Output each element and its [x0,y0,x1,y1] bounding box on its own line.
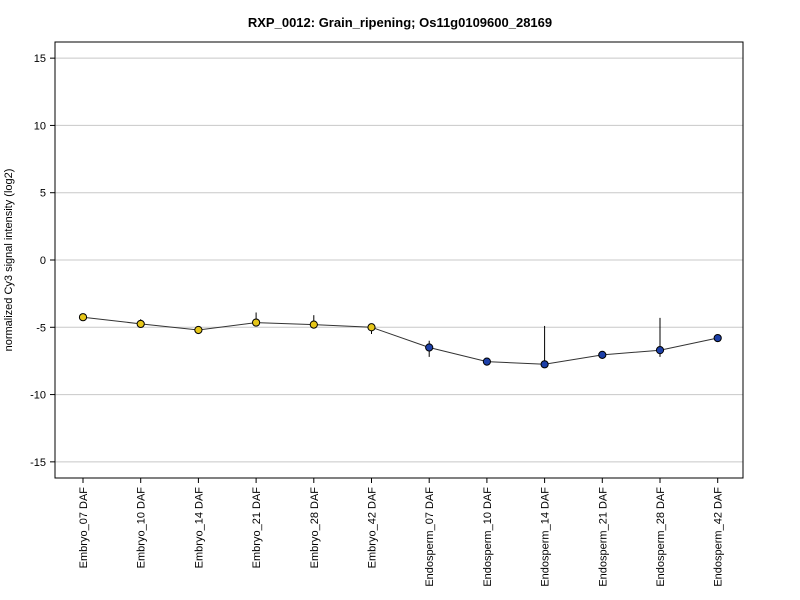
x-tick-label: Embryo_07 DAF [78,487,90,569]
x-tick-label: Embryo_42 DAF [367,487,379,569]
data-point [309,320,318,329]
data-point [655,346,665,355]
x-tick-label: Endosperm_10 DAF [482,487,494,587]
data-point [598,350,607,359]
data-point [367,323,376,332]
x-tick-label: Embryo_10 DAF [136,487,148,569]
x-tick-label: Endosperm_28 DAF [655,487,667,587]
data-point [252,318,261,327]
x-axis: Embryo_07 DAF Embryo_10 DAF Embryo_14 DAF E… [78,478,725,587]
data-point [194,325,203,335]
x-tick-label: Endosperm_21 DAF [597,487,609,587]
y-tick-label: 10 [34,120,46,132]
y-tick-label: -10 [30,390,46,402]
data-point [713,333,722,343]
chart-title: RXP_0012: Grain_ripening; Os11g0109600_2… [248,15,552,30]
y-tick-label: 0 [40,255,46,267]
y-axis: 15 10 5 0 -5 -10 -15 [30,53,55,469]
y-axis-label: normalized Cy3 signal intensity (log2) [3,169,15,352]
data-points [78,313,722,369]
y-tick-label: 15 [34,53,46,65]
x-tick-label: Embryo_14 DAF [193,487,205,569]
data-point [425,343,434,352]
x-tick-label: Embryo_28 DAF [309,487,321,569]
x-tick-label: Endosperm_07 DAF [424,487,436,587]
data-point [78,313,88,322]
data-point [540,360,549,369]
y-tick-label: 5 [40,188,46,200]
x-tick-label: Endosperm_42 DAF [713,487,725,587]
x-tick-label: Endosperm_14 DAF [540,487,552,587]
y-tick-label: -5 [36,322,46,334]
series-line [82,316,718,365]
data-point [482,357,491,366]
y-tick-label: -15 [30,457,46,469]
x-tick-label: Embryo_21 DAF [251,487,263,569]
error-bars [82,312,719,367]
grid [55,57,743,463]
data-point [136,319,145,329]
